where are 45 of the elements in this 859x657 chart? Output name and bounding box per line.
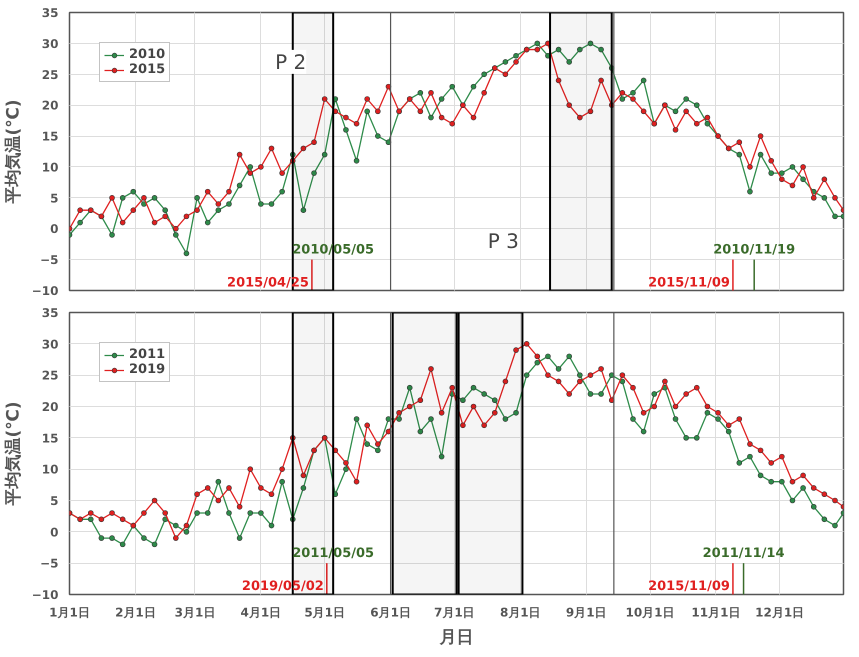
y-tick-label: 30 [42, 337, 59, 352]
ref-line-label: 2010/11/19 [713, 242, 796, 258]
y-tick-label: 20 [42, 400, 59, 414]
y-tick-label: 5 [50, 191, 59, 206]
y-tick-label: 15 [42, 130, 59, 144]
legend-label: 2019 [129, 362, 166, 377]
y-tick-label: 15 [42, 431, 59, 446]
y-tick-label: −5 [40, 253, 58, 268]
y-tick-label: 10 [42, 160, 59, 174]
y-tick-label: −5 [40, 556, 58, 571]
annotation: P 3 [488, 229, 519, 254]
legend-label: 2010 [129, 47, 166, 62]
x-axis-title: 月日 [438, 628, 474, 648]
x-tick-label: 9月1日 [566, 606, 607, 620]
x-tick-label: 2月1日 [115, 606, 156, 620]
ref-line-label: 2015/11/09 [648, 275, 730, 290]
y-tick-label: 0 [50, 222, 59, 236]
y-tick-label: 35 [42, 306, 59, 320]
x-tick-label: 6月1日 [370, 606, 411, 620]
y-tick-label: 5 [50, 494, 59, 508]
x-tick-label: 7月1日 [434, 606, 475, 620]
y-tick-label: 10 [42, 462, 59, 477]
x-tick-label: 12月1日 [755, 606, 804, 620]
legend-label: 2015 [129, 62, 166, 77]
y-tick-label: 25 [42, 368, 59, 383]
y-tick-label: −10 [32, 284, 59, 298]
annotation: P 2 [275, 50, 306, 74]
x-tick-label: 10月1日 [625, 606, 675, 620]
x-tick-label: 8月1日 [500, 606, 541, 620]
y-tick-label: 30 [42, 36, 59, 51]
x-tick-label: 1月1日 [49, 606, 90, 620]
legend-label: 2011 [129, 347, 166, 362]
x-tick-label: 5月1日 [304, 606, 346, 620]
y-axis-title: 平均気温(℃) [4, 99, 24, 205]
y-axis-title: 平均気温(℃) [4, 401, 24, 507]
y-tick-label: 35 [42, 6, 59, 20]
ref-line-label: 2015/11/09 [648, 579, 730, 594]
y-tick-label: 25 [42, 68, 59, 82]
y-tick-label: 20 [42, 98, 59, 113]
x-tick-label: 4月1日 [240, 606, 282, 620]
x-tick-label: 11月1日 [691, 606, 740, 620]
y-tick-label: 0 [50, 525, 59, 540]
x-tick-label: 3月1日 [174, 606, 216, 620]
y-tick-label: −10 [32, 588, 59, 602]
ref-line-label: 2011/11/14 [702, 546, 784, 562]
